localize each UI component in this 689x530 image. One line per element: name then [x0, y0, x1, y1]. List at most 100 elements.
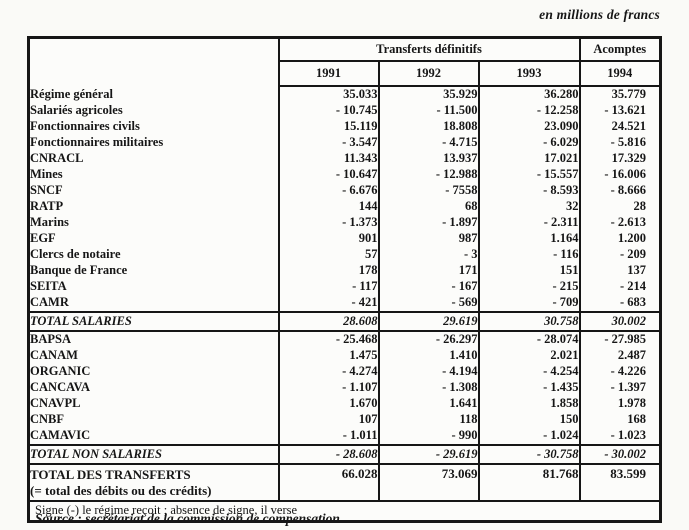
value-cell: 168	[578, 412, 661, 428]
value-cell: - 1.011	[277, 428, 379, 445]
grand-total-subtitle: (= total des débits ou des crédits)	[30, 483, 212, 499]
table-row: CAMAVIC - 1.011 - 990 - 1.024 - 1.023	[29, 428, 661, 445]
value-cell: 1.200	[578, 231, 661, 247]
total-non-salaries-row: TOTAL NON SALARIES - 28.608 - 29.619 - 3…	[28, 444, 661, 465]
value-cell: 1.670	[277, 396, 379, 412]
year-header-1992: 1992	[377, 61, 479, 87]
value-cell: - 2.311	[477, 215, 580, 231]
value-cell: 987	[377, 231, 479, 247]
header-years-row: 1991 1992 1993 1994	[29, 61, 661, 87]
value-cell: 29.619	[377, 311, 479, 332]
value-cell: - 10.647	[277, 167, 379, 183]
value-cell: 68	[377, 199, 479, 215]
value-cell: 118	[377, 412, 479, 428]
value-cell: - 13.621	[578, 103, 661, 119]
value-cell: - 30.758	[477, 444, 580, 465]
table-row: CANCAVA - 1.107 - 1.308 - 1.435 - 1.397	[29, 380, 661, 396]
value-cell: - 12.988	[377, 167, 479, 183]
value-cell: - 8.666	[578, 183, 661, 199]
value-cell: - 12.258	[477, 103, 580, 119]
value-cell: - 116	[477, 247, 580, 263]
value-cell: 35.929	[377, 86, 479, 103]
value-cell: 11.343	[277, 151, 379, 167]
table-row: Marins - 1.373 - 1.897 - 2.311 - 2.613	[29, 215, 661, 231]
table-row: CNRACL 11.343 13.937 17.021 17.329	[29, 151, 661, 167]
table-row: CAMR - 421 - 569 - 709 - 683	[29, 295, 661, 312]
value-cell: - 30.002	[578, 444, 661, 465]
table-row: Mines - 10.647 - 12.988 - 15.557 - 16.00…	[29, 167, 661, 183]
header-transferts-definitifs: Transferts définitifs	[277, 37, 580, 62]
row-label: TOTAL SALARIES	[28, 311, 279, 332]
value-cell: - 709	[477, 295, 580, 312]
table-row: Fonctionnaires militaires - 3.547 - 4.71…	[29, 135, 661, 151]
table-header: Transferts définitifs Acomptes 1991 1992…	[29, 37, 661, 87]
grand-total-row: TOTAL DES TRANSFERTS (= total des débits…	[28, 463, 661, 502]
value-cell: - 7558	[377, 183, 479, 199]
value-cell: - 4.715	[377, 135, 479, 151]
row-label: CAMR	[30, 295, 69, 310]
row-label: Fonctionnaires militaires	[30, 135, 164, 150]
value-cell: - 1.024	[477, 428, 580, 445]
value-cell: 137	[578, 263, 661, 279]
value-cell: 1.410	[377, 348, 479, 364]
value-cell: - 26.297	[377, 331, 479, 348]
value-cell: - 215	[477, 279, 580, 295]
value-cell: - 3.547	[277, 135, 379, 151]
value-cell: 83.599	[578, 463, 661, 502]
year-header-1994: 1994	[578, 61, 661, 87]
value-cell: - 4.194	[377, 364, 479, 380]
value-cell: 23.090	[477, 119, 580, 135]
row-label: BAPSA	[30, 332, 71, 347]
unit-note: en millions de francs	[539, 7, 660, 22]
value-cell: - 4.254	[477, 364, 580, 380]
value-cell: 13.937	[377, 151, 479, 167]
source-note: Source : secrétariat de la commission de…	[35, 511, 340, 526]
value-cell: 1.978	[578, 396, 661, 412]
value-cell: 17.329	[578, 151, 661, 167]
value-cell: - 28.608	[277, 444, 379, 465]
value-cell: 28.608	[277, 311, 379, 332]
value-cell: 15.119	[277, 119, 379, 135]
value-cell: - 27.985	[578, 331, 661, 348]
value-cell: 24.521	[578, 119, 661, 135]
value-cell: 1.164	[477, 231, 580, 247]
value-cell: 151	[477, 263, 580, 279]
row-label: EGF	[30, 231, 56, 246]
value-cell: - 4.274	[277, 364, 379, 380]
row-label: CAMAVIC	[30, 428, 91, 443]
row-label: Clercs de notaire	[30, 247, 121, 262]
value-cell: 1.641	[377, 396, 479, 412]
value-cell: - 4.226	[578, 364, 661, 380]
value-cell: - 117	[277, 279, 379, 295]
value-cell: - 1.023	[578, 428, 661, 445]
row-label: ORGANIC	[30, 364, 91, 379]
table-row: CNBF 107 118 150 168	[29, 412, 661, 428]
value-cell: - 29.619	[377, 444, 479, 465]
table-row: EGF 901 987 1.164 1.200	[29, 231, 661, 247]
value-cell: - 569	[377, 295, 479, 312]
value-cell: - 1.397	[578, 380, 661, 396]
table-row: Fonctionnaires civils 15.119 18.808 23.0…	[29, 119, 661, 135]
table-row: Clercs de notaire 57 - 3 - 116 - 209	[29, 247, 661, 263]
table-row: CNAVPL 1.670 1.641 1.858 1.978	[29, 396, 661, 412]
value-cell: 901	[277, 231, 379, 247]
table-row: CANAM 1.475 1.410 2.021 2.487	[29, 348, 661, 364]
row-label: CNBF	[30, 412, 65, 427]
grand-total-title: TOTAL DES TRANSFERTS	[30, 467, 191, 482]
value-cell: - 421	[277, 295, 379, 312]
value-cell: 2.487	[578, 348, 661, 364]
row-label: TOTAL DES TRANSFERTS (= total des débits…	[28, 463, 279, 502]
value-cell: 17.021	[477, 151, 580, 167]
value-cell: 73.069	[377, 463, 479, 502]
row-label: CANAM	[30, 348, 78, 363]
value-cell: - 25.468	[277, 331, 379, 348]
header-group-row: Transferts définitifs Acomptes	[29, 37, 661, 62]
value-cell: 1.475	[277, 348, 379, 364]
table-row: Banque de France 178 171 151 137	[29, 263, 661, 279]
value-cell: 28	[578, 199, 661, 215]
row-label: Salariés agricoles	[30, 103, 123, 118]
value-cell: - 5.816	[578, 135, 661, 151]
table-row: RATP 144 68 32 28	[29, 199, 661, 215]
total-salaries-row: TOTAL SALARIES 28.608 29.619 30.758 30.0…	[28, 311, 661, 332]
value-cell: - 683	[578, 295, 661, 312]
